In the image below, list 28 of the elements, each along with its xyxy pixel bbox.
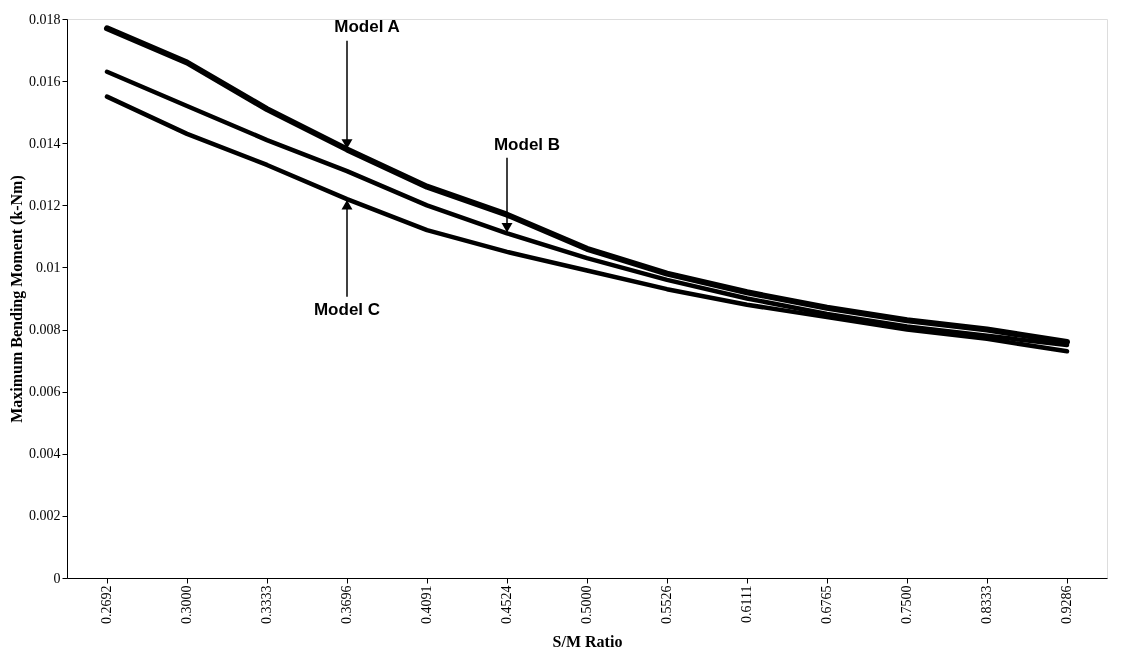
- y-tick-label: 0.004: [29, 446, 61, 462]
- x-tick-label: 0.9286: [1059, 585, 1074, 624]
- y-tick-label: 0.006: [29, 384, 61, 400]
- x-tick-label: 0.4524: [499, 585, 514, 624]
- annotation: Model C: [313, 300, 381, 320]
- x-tick-label: 0.3000: [179, 585, 194, 624]
- x-tick-label: 0.6765: [819, 585, 834, 624]
- y-tick-label: 0.01: [36, 259, 61, 275]
- x-tick-label: 0.3696: [339, 585, 354, 624]
- annotation: Model B: [493, 134, 561, 154]
- x-tick-label: 0.5526: [659, 585, 674, 624]
- x-tick-label: 0.8333: [979, 585, 994, 624]
- y-tick-label: 0.016: [29, 73, 61, 89]
- y-tick-label: 0.014: [29, 135, 61, 151]
- y-tick-label: 0.018: [29, 11, 61, 27]
- x-axis-title: S/M Ratio: [552, 633, 623, 650]
- y-axis-title: Maximum Bending Moment (k-Nm): [8, 175, 26, 423]
- annotation: Model A: [334, 17, 400, 37]
- x-tick-label: 0.2692: [99, 585, 114, 624]
- y-tick-label: 0.002: [29, 508, 61, 524]
- y-tick-label: 0: [53, 570, 61, 586]
- x-tick-label: 0.6111: [739, 585, 754, 623]
- x-tick-label: 0.7500: [899, 585, 914, 624]
- x-tick-label: 0.3333: [259, 585, 274, 624]
- x-tick-label: 0.4091: [419, 585, 434, 624]
- y-tick-label: 0.012: [29, 197, 61, 213]
- y-tick-label: 0.008: [29, 322, 61, 338]
- x-tick-label: 0.5000: [579, 585, 594, 624]
